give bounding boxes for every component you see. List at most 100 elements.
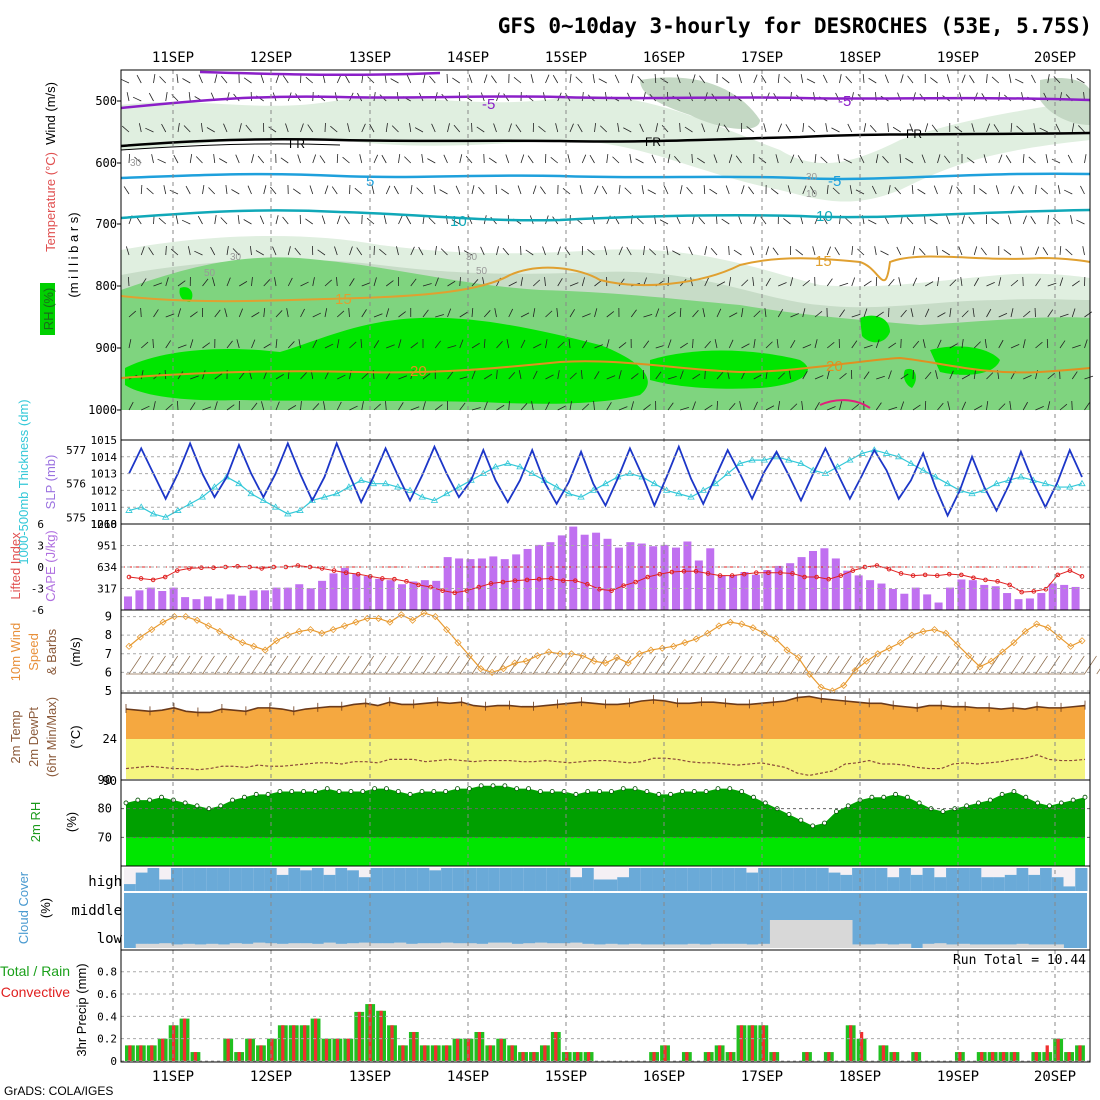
rh2m-point	[384, 786, 389, 791]
cloud-high-bar	[805, 868, 818, 891]
wind-barb	[972, 308, 975, 318]
wind-barb	[924, 123, 929, 133]
cape-bar	[318, 580, 327, 610]
wind-barb	[336, 276, 338, 287]
cloud-high-bar	[582, 868, 595, 891]
wind-barb	[900, 309, 907, 318]
wind-barb	[692, 74, 696, 84]
wind-series-group	[125, 609, 1100, 695]
wind-barb	[169, 189, 179, 195]
cape-bar	[694, 560, 703, 610]
wind-barb	[594, 280, 602, 287]
rh2m-point	[1070, 797, 1076, 803]
wind-barb	[238, 371, 246, 380]
wind-barb	[655, 123, 659, 133]
slp-tick-label: 1011	[91, 501, 118, 514]
cloud-high-bar	[417, 868, 430, 891]
wind-barb	[777, 74, 780, 84]
wind-barb	[385, 400, 387, 411]
wind-barb	[643, 404, 651, 411]
rh2m-point	[1023, 794, 1029, 800]
cloud-high-bar	[734, 868, 747, 891]
cloud-high-bar	[335, 868, 348, 891]
cloud-high-bar	[170, 868, 184, 891]
wind-barb	[557, 370, 560, 380]
wind-barb	[1022, 310, 1031, 318]
wind-barb	[680, 342, 689, 349]
cloud-low-bar	[358, 942, 372, 948]
cloud-low-bar	[816, 920, 830, 948]
wind-barb	[557, 278, 563, 287]
wind-barb	[398, 339, 402, 349]
cloud-high-bar	[159, 879, 172, 891]
rh2m-point	[277, 789, 283, 794]
wind-barb	[898, 277, 902, 287]
li-point	[343, 570, 349, 576]
wind-barb	[225, 185, 228, 195]
wind-speed-point	[488, 668, 496, 676]
wind-barb	[138, 123, 142, 133]
cape-bar	[968, 580, 977, 610]
cloud-high-bar	[394, 868, 407, 891]
wind-barb	[243, 219, 252, 225]
rh2m-point	[715, 786, 721, 791]
temp-contour-fr	[120, 131, 1091, 148]
wind-speed-point	[238, 639, 247, 647]
wind-barb	[305, 218, 313, 225]
wind-barb	[672, 250, 681, 256]
precip-conv-bar	[226, 1038, 230, 1061]
wind-barb	[839, 401, 843, 411]
wind-barb	[443, 154, 448, 164]
cloud-low-bar	[640, 944, 653, 948]
cape-bar	[626, 542, 635, 610]
wind-barb	[624, 187, 632, 195]
wind-barb	[594, 308, 598, 318]
wind-barb	[909, 123, 914, 133]
wind-barb	[614, 74, 620, 84]
wind-barb	[618, 185, 621, 195]
cape-bar	[751, 574, 760, 610]
li-point	[983, 577, 988, 583]
wind-speed-point	[1078, 637, 1086, 645]
cloud-high-bar	[382, 868, 395, 891]
rh-bright-region-2	[650, 350, 808, 389]
thickness-point	[430, 496, 439, 503]
cloud-low-bar	[687, 943, 700, 948]
wind-barb	[247, 185, 252, 195]
wind-barb	[331, 186, 338, 195]
wind-barb	[410, 406, 420, 411]
surface-barb	[385, 655, 399, 675]
precip-axis: 0.80.60.40.20	[97, 966, 1090, 1068]
rh2m-point	[762, 800, 768, 806]
wind-barb	[159, 76, 167, 84]
cape-bar	[283, 587, 292, 610]
thickness-point	[332, 489, 341, 497]
wind-barb	[165, 245, 167, 256]
precip-tick-label: 0.8	[97, 966, 117, 979]
wind-barb	[961, 339, 964, 349]
date-label-top: 12SEP	[250, 50, 292, 66]
cape-bar	[1025, 598, 1034, 610]
wind-barb	[721, 77, 730, 84]
slp-tick-label: 1010	[91, 518, 118, 531]
wind-barb	[1028, 156, 1036, 164]
wind-barb	[956, 186, 963, 195]
rh-label-10: 10	[806, 189, 818, 200]
wind-barb	[134, 156, 142, 164]
rh-tick-label: 90	[98, 773, 112, 787]
wind-barb	[1008, 215, 1012, 225]
wind-speed-point	[409, 616, 417, 624]
cloud-high-bar	[511, 868, 524, 891]
wind-barb	[431, 123, 436, 133]
wind-speed-point	[1010, 639, 1018, 647]
surface-barb	[1096, 668, 1100, 675]
wind-barb	[165, 340, 171, 349]
li-point	[597, 586, 602, 592]
thickness-point	[125, 506, 133, 513]
wind-barb	[323, 401, 326, 411]
wind-speed-point	[465, 652, 473, 660]
cloud-high-bar	[922, 868, 935, 891]
wind-barb	[194, 250, 203, 256]
wind-barb	[459, 276, 461, 287]
wind-barb	[324, 343, 334, 349]
